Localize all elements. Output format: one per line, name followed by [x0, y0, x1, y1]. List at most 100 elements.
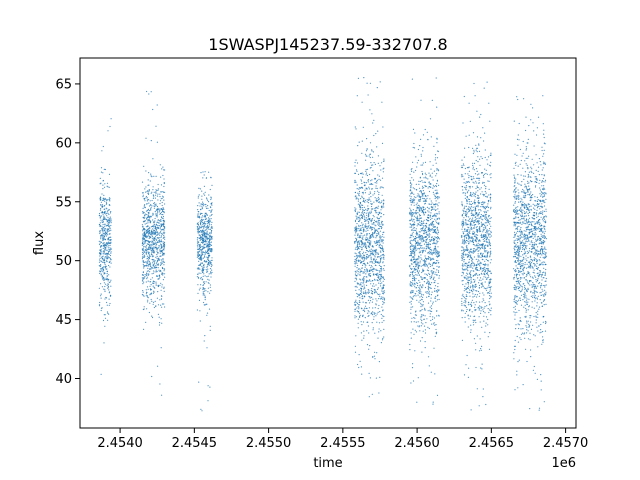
data-point	[201, 238, 203, 240]
data-point	[203, 263, 205, 265]
data-point	[362, 309, 364, 311]
data-point	[470, 409, 472, 411]
data-point	[409, 264, 411, 267]
data-point	[367, 209, 369, 211]
data-point	[422, 284, 424, 286]
data-point	[197, 273, 199, 275]
data-point	[156, 260, 158, 262]
data-point	[412, 229, 414, 231]
data-point	[201, 212, 203, 215]
data-point	[157, 193, 159, 195]
data-point	[355, 237, 357, 239]
data-point	[428, 280, 430, 282]
data-point	[110, 218, 112, 220]
data-point	[144, 223, 146, 225]
data-point	[106, 212, 108, 214]
data-point	[422, 285, 424, 287]
data-point	[471, 214, 473, 217]
data-point	[436, 243, 438, 245]
data-point	[429, 287, 431, 289]
data-point	[477, 201, 479, 203]
data-point	[409, 255, 411, 257]
data-point	[379, 250, 382, 252]
data-point	[463, 259, 466, 261]
data-point	[205, 212, 207, 214]
data-point	[160, 263, 162, 265]
data-point	[372, 307, 374, 309]
data-point	[487, 286, 489, 288]
data-point	[382, 285, 384, 287]
data-point	[162, 237, 164, 239]
data-point	[143, 306, 145, 308]
data-point	[369, 297, 371, 299]
data-point	[476, 177, 478, 179]
data-point	[198, 225, 200, 227]
data-point	[206, 237, 208, 239]
data-point	[360, 292, 362, 295]
data-point	[415, 293, 417, 295]
data-point	[361, 324, 363, 326]
data-point	[431, 282, 433, 284]
data-point	[420, 314, 423, 316]
data-point	[412, 363, 414, 365]
data-point	[103, 226, 105, 228]
data-point	[147, 216, 149, 218]
data-point	[370, 188, 373, 190]
data-point	[198, 194, 200, 196]
data-point	[354, 242, 356, 244]
data-point	[209, 221, 211, 223]
data-point	[381, 177, 384, 179]
data-point	[103, 242, 105, 244]
data-point	[143, 233, 145, 235]
data-point	[356, 270, 358, 272]
data-point	[419, 200, 421, 202]
data-point	[465, 283, 467, 285]
data-point	[359, 208, 361, 211]
data-point	[416, 162, 418, 164]
data-point	[425, 258, 427, 260]
data-point	[382, 242, 384, 244]
data-point	[152, 197, 154, 199]
data-point	[369, 183, 371, 185]
data-point	[437, 271, 440, 273]
data-point	[201, 195, 203, 197]
data-point	[464, 197, 466, 199]
data-point	[418, 213, 421, 215]
data-point	[371, 149, 373, 151]
data-point	[366, 330, 368, 332]
data-point	[468, 254, 470, 256]
data-point	[421, 238, 423, 240]
data-point	[371, 285, 374, 287]
data-point	[409, 181, 412, 183]
data-point	[490, 235, 492, 237]
data-point	[383, 202, 385, 204]
data-point	[422, 294, 425, 296]
data-point	[361, 373, 363, 375]
data-point	[356, 198, 358, 200]
data-point	[366, 257, 369, 259]
data-point	[490, 161, 492, 163]
data-point	[410, 312, 412, 314]
data-point	[141, 244, 143, 246]
data-point	[417, 284, 419, 287]
data-point	[361, 222, 363, 224]
data-point	[354, 227, 356, 229]
data-point	[106, 232, 108, 234]
data-point	[151, 231, 153, 233]
data-point	[210, 227, 212, 229]
data-point	[108, 239, 110, 241]
data-point	[432, 243, 434, 245]
data-point	[204, 204, 206, 206]
data-point	[463, 256, 465, 258]
data-point	[429, 259, 432, 261]
data-point	[374, 224, 376, 226]
data-point	[148, 215, 150, 217]
data-point	[433, 170, 435, 172]
data-point	[100, 264, 102, 266]
data-point	[204, 335, 206, 337]
data-point	[157, 313, 159, 315]
data-point	[161, 262, 163, 264]
data-point	[419, 210, 421, 212]
data-point	[362, 204, 364, 206]
data-point	[209, 263, 211, 265]
